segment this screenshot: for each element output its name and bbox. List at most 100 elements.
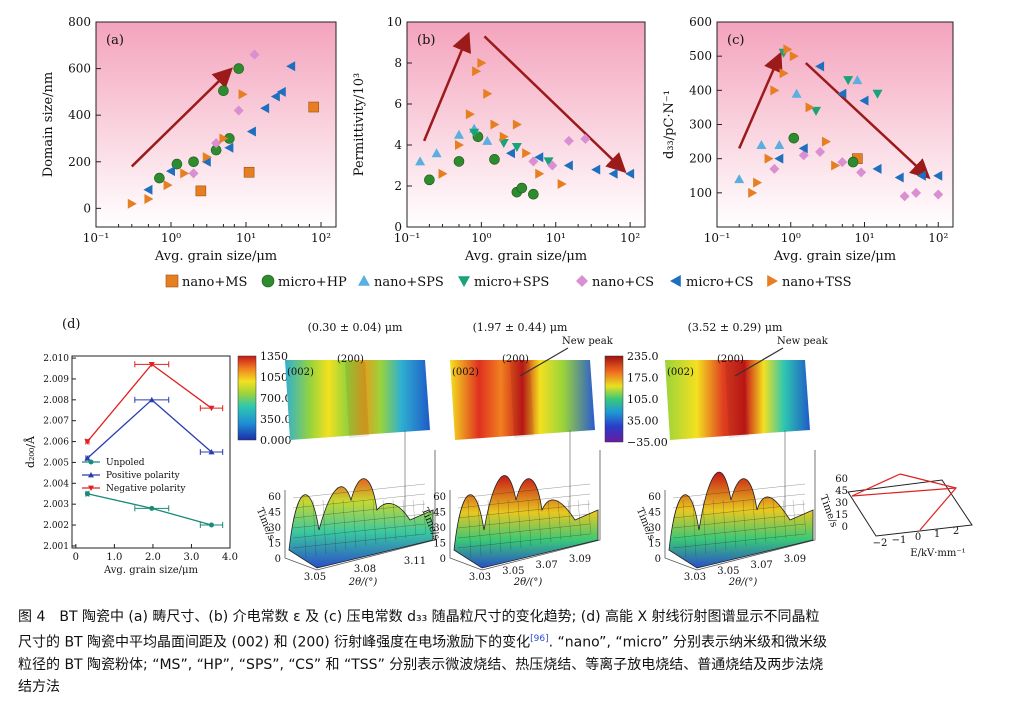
efield-x-tick: −2	[873, 538, 888, 549]
x-tick-label: 10⁰	[781, 231, 801, 245]
legend: nano+MS micro+HP nano+SPS micro+SPS nano+CS m…	[165, 274, 851, 290]
data-point-hp	[233, 63, 245, 74]
data-point-tss	[477, 58, 487, 68]
time-tick: 30	[268, 523, 281, 534]
data-point-ms	[195, 185, 207, 197]
data-point-micro_sps	[543, 157, 554, 167]
legend-marker-ms	[165, 274, 179, 288]
trend-arrow	[422, 31, 471, 142]
y-tick-label: 400	[68, 108, 91, 122]
mesh-line	[567, 499, 572, 539]
heatmap-plane	[450, 360, 595, 440]
surface-3d	[288, 478, 434, 569]
peak-label-002: (002)	[452, 367, 479, 378]
time-tick: 60	[648, 492, 661, 503]
time-tick: 45	[648, 508, 661, 519]
trend-arrow	[804, 62, 931, 180]
efield-y-tick: 0	[842, 522, 848, 533]
y-tick-label: 2.001	[43, 542, 69, 552]
x-tick-label: 1.0	[106, 552, 122, 563]
y-tick-label: 4	[394, 138, 402, 152]
data-point-cs_nano	[580, 133, 591, 144]
peak-streak	[725, 362, 749, 438]
time-tick: 30	[433, 523, 446, 534]
efield-x-tick: −1	[892, 535, 907, 546]
data-point-cs_nano	[933, 189, 944, 200]
data-point-cs_micro	[859, 95, 869, 106]
time-tick: 0	[655, 554, 661, 565]
y-axis-label: d₃₃/pC·N⁻¹	[662, 90, 677, 159]
data-point-micro_sps	[872, 89, 883, 99]
mesh-line	[292, 513, 426, 529]
efield-x-label: E/kV·mm⁻¹	[910, 548, 965, 559]
new-peak-label: New peak	[562, 336, 614, 347]
legend-marker	[88, 472, 94, 478]
data-point-tss	[522, 148, 532, 159]
data-point-unpoled	[149, 505, 155, 511]
time-tick: 45	[268, 508, 281, 519]
data-point-cs_nano	[233, 105, 244, 116]
data-point-tss	[438, 168, 448, 179]
data-point-cs_micro	[798, 143, 808, 154]
colorbar-right-tick: 105.0	[627, 393, 659, 406]
data-point-nano_sps	[756, 140, 767, 149]
data-point-cs_nano	[769, 163, 780, 174]
data-point-cs_micro	[933, 170, 943, 181]
mesh-line	[672, 483, 806, 499]
y-axis-label: Permittivity/10³	[352, 73, 367, 176]
heatmap-plane	[665, 360, 810, 440]
data-point-cs_nano	[837, 157, 848, 168]
mesh-line	[292, 533, 426, 549]
data-point-cs_micro	[534, 152, 544, 163]
data-point-hp	[489, 154, 500, 165]
legend-marker	[88, 485, 94, 491]
data-point-tss	[238, 89, 248, 100]
time-tick: 60	[268, 492, 281, 503]
data-point-tss	[805, 102, 815, 113]
mesh-line	[292, 503, 426, 519]
mesh-line	[382, 499, 387, 543]
field-line	[899, 473, 958, 531]
data-point-cs_micro	[246, 126, 256, 137]
data-point-tss	[821, 136, 831, 147]
legend-marker-cs_nano	[576, 275, 588, 287]
colorbar-left-tick: 1050	[260, 371, 288, 384]
data-point-tss	[163, 180, 173, 191]
x-tick-label: 10²	[928, 231, 948, 245]
data-point-cs_micro	[260, 103, 270, 114]
mesh-line	[527, 499, 532, 547]
mesh-line	[517, 499, 522, 549]
data-point-cs_nano	[528, 156, 539, 167]
mesh-line	[292, 493, 426, 509]
caption-line-2: 尺寸的 BT 陶瓷中平均晶面间距及 (002) 和 (200) 衍射峰强度在电场…	[18, 628, 990, 654]
caption-reference[interactable]: [96]	[530, 634, 549, 644]
y-tick-label: 2.005	[43, 458, 69, 468]
data-point-cs_micro	[591, 164, 601, 175]
data-point-cs_nano	[249, 49, 260, 60]
data-point-micro_sps	[511, 143, 522, 153]
mesh-line	[547, 499, 552, 543]
mesh-line	[702, 499, 707, 555]
data-point-hp	[424, 174, 435, 186]
data-point-nano_sps	[453, 129, 464, 139]
surface-3d	[668, 471, 814, 569]
panel-label: (c)	[727, 33, 744, 48]
data-point-nano_sps	[482, 135, 493, 145]
legend-label-ms: nano+MS	[182, 275, 247, 290]
data-point-tss	[789, 51, 799, 62]
colorbar-left-tick: 0.000	[260, 434, 292, 447]
data-point-positive	[84, 455, 91, 461]
data-point-ms	[243, 166, 255, 178]
efield-y-tick: 15	[835, 510, 848, 521]
field-line	[851, 487, 957, 497]
legend-label: Negative polarity	[106, 484, 186, 494]
x-axis-label: Avg. grain size/μm	[103, 565, 199, 576]
data-point-tss	[535, 168, 545, 179]
x-tick-label: 10²	[620, 231, 640, 245]
data-point-unpoled	[209, 522, 215, 528]
data-point-tss	[783, 44, 793, 55]
legend-label-nano_sps: nano+SPS	[374, 275, 444, 290]
data-point-tss	[831, 160, 841, 171]
theta-tick: 3.05	[304, 572, 326, 583]
x-tick-label: 10¹	[546, 231, 566, 245]
